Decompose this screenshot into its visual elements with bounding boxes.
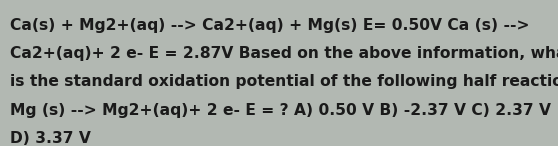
Text: D) 3.37 V: D) 3.37 V [10,131,91,146]
Text: Ca2+(aq)+ 2 e- E = 2.87V Based on the above information, what: Ca2+(aq)+ 2 e- E = 2.87V Based on the ab… [10,46,558,61]
Text: is the standard oxidation potential of the following half reaction?: is the standard oxidation potential of t… [10,74,558,89]
Text: Ca(s) + Mg2+(aq) --> Ca2+(aq) + Mg(s) E= 0.50V Ca (s) -->: Ca(s) + Mg2+(aq) --> Ca2+(aq) + Mg(s) E=… [10,18,530,33]
Text: Mg (s) --> Mg2+(aq)+ 2 e- E = ? A) 0.50 V B) -2.37 V C) 2.37 V: Mg (s) --> Mg2+(aq)+ 2 e- E = ? A) 0.50 … [10,103,551,118]
